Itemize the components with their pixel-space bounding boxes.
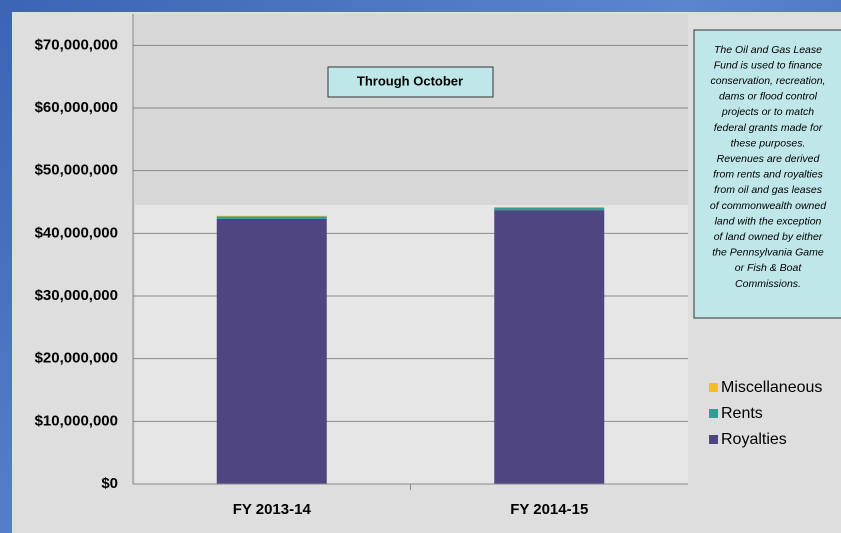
note-line: the Pennsylvania Game [712, 247, 824, 259]
x-tick-label: FY 2014-15 [510, 501, 588, 518]
note-line: The Oil and Gas Lease [714, 44, 822, 56]
y-tick-label: $30,000,000 [35, 287, 118, 304]
note-box [693, 29, 841, 319]
note-line: federal grants made for [714, 122, 823, 134]
y-tick-label: $40,000,000 [35, 224, 118, 241]
note-line: projects or to match [721, 106, 814, 118]
note-line: conservation, recreation, [711, 75, 826, 87]
legend-swatch [709, 435, 718, 444]
y-tick-label: $20,000,000 [35, 350, 118, 367]
x-tick-label: FY 2013-14 [233, 501, 312, 518]
y-tick-label: $70,000,000 [35, 36, 118, 53]
legend-label: Miscellaneous [721, 379, 822, 396]
note-line: Fund is used to finance [714, 59, 823, 71]
annotation-box [327, 66, 494, 98]
note-line: from rents and royalties [713, 169, 823, 181]
legend-label: Rents [721, 405, 763, 422]
bar-segment [494, 207, 605, 208]
note-line: or Fish & Boat [735, 262, 803, 274]
y-tick-label: $60,000,000 [35, 99, 118, 116]
note-line: Commissions. [735, 278, 801, 290]
bar-segment [216, 215, 327, 217]
legend-label: Royalties [721, 431, 787, 448]
note-line: of commonwealth owned [710, 200, 827, 212]
legend-swatch [709, 409, 718, 418]
y-tick-label: $10,000,000 [35, 412, 118, 429]
bar-segment [216, 218, 327, 485]
note-line: from oil and gas leases [714, 184, 823, 196]
legend-swatch [709, 383, 718, 392]
bar-segment [216, 216, 327, 219]
note-line: of land owned by either [714, 231, 823, 243]
annotation: Through October [357, 73, 463, 88]
note-line: dams or flood control [719, 91, 818, 103]
y-tick-label: $50,000,000 [35, 162, 118, 179]
bar-segment [494, 207, 605, 211]
note-line: land with the exception [715, 215, 822, 227]
note-line: these purposes. [731, 137, 806, 149]
note-line: Revenues are derived [717, 153, 821, 165]
bar-segment [494, 210, 605, 484]
y-tick-label: $0 [101, 475, 118, 492]
